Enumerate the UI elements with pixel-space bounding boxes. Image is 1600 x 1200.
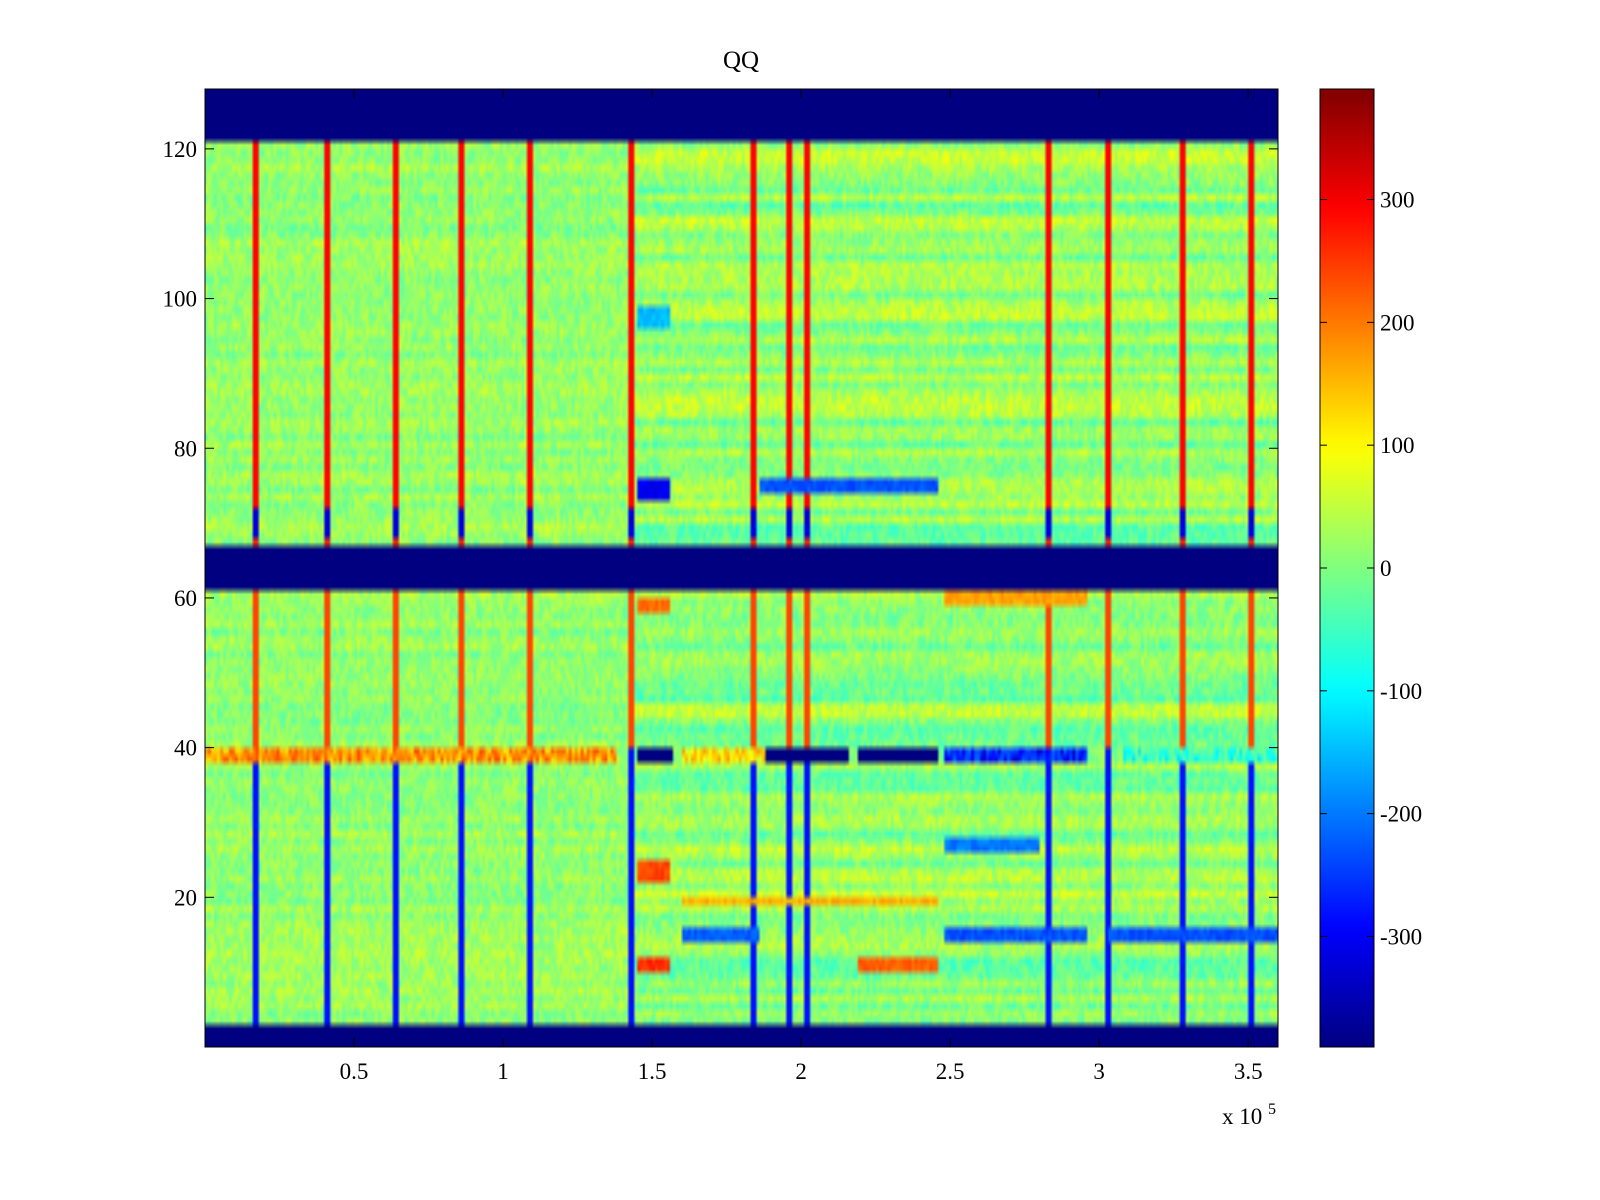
y-axis: 20 40 60 80 100 120 [163,137,1278,910]
colorbar-tick-label: -100 [1380,679,1422,704]
x-tick-label: 1.5 [638,1059,667,1084]
x-tick-label: 1 [497,1059,509,1084]
x-tick-label: 3 [1093,1059,1105,1084]
colorbar-tick-label: 100 [1380,433,1415,458]
y-tick-label: 120 [163,137,198,162]
y-tick-label: 20 [174,885,197,910]
colorbar-ticks: 300 200 100 0 -100 -200 -300 [1320,188,1422,949]
x-tick-label: 0.5 [340,1059,369,1084]
colorbar-tick-label: 300 [1380,188,1415,213]
colorbar-tick-label: -200 [1380,802,1422,827]
heatmap-image [205,89,1278,1047]
colorbar-gradient [1320,89,1374,1047]
y-tick-label: 100 [163,287,198,312]
chart-title: QQ [723,47,759,74]
x-axis-multiplier-exponent: 5 [1268,1101,1276,1118]
plot-frame [204,88,1279,1048]
colorbar-tick-label: 200 [1380,310,1415,335]
y-tick-label: 40 [174,736,197,761]
plot-area [204,88,1279,1048]
y-tick-label: 60 [174,586,197,611]
colorbar: 300 200 100 0 -100 -200 -300 [1319,88,1422,1048]
colorbar-tick-label: -300 [1380,924,1422,949]
y-tick-label: 80 [174,436,197,461]
x-tick-label: 2 [795,1059,807,1084]
x-axis: 0.5 1 1.5 2 2.5 3 3.5 [340,89,1263,1084]
x-tick-label: 3.5 [1234,1059,1263,1084]
x-axis-multiplier-base: x 10 [1222,1104,1262,1129]
x-tick-label: 2.5 [936,1059,965,1084]
colorbar-tick-label: 0 [1380,556,1392,581]
x-axis-multiplier: x 10 5 [1222,1101,1276,1129]
